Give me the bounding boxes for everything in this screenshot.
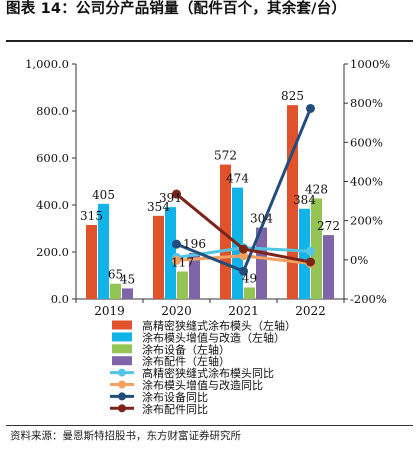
bar-4-2021 [256, 227, 267, 299]
line-point-6 [239, 251, 248, 261]
line-point-8 [306, 257, 315, 267]
data-label: 315 [80, 209, 103, 223]
data-label: 272 [317, 219, 340, 233]
legend-label: 高精密狭缝式涂布模头同比 [142, 366, 274, 380]
x-tick-label: 2020 [161, 304, 192, 318]
line-point-7 [239, 266, 248, 276]
bar-1-2019 [86, 224, 97, 299]
line-point-7 [306, 103, 315, 113]
legend-label: 涂布设备同比 [142, 390, 208, 404]
right-tick-label: 1000% [350, 57, 390, 71]
legend-swatch-marker [118, 392, 126, 401]
data-label: 391 [159, 191, 182, 205]
chart-title: 图表 14：公司分产品销量（配件百个，其余套/台） [6, 1, 347, 17]
data-label: 572 [214, 149, 237, 163]
bar-4-2022 [323, 235, 334, 299]
legend-label: 高精密狭缝式涂布模头（左轴） [142, 319, 296, 333]
right-tick-label: -200% [350, 292, 387, 306]
left-tick-label: 400.0 [36, 198, 69, 212]
data-label: 196 [183, 237, 206, 251]
left-tick-label: 200.0 [36, 245, 69, 259]
data-label: 65 [108, 268, 123, 282]
x-tick-label: 2021 [228, 304, 259, 318]
right-tick-label: 800% [350, 96, 383, 110]
bar-1-2021 [220, 164, 231, 299]
legend-label: 涂布设备（左轴） [142, 342, 230, 356]
data-label: 405 [92, 188, 115, 202]
data-label: 45 [120, 272, 135, 286]
legend-swatch-bar [112, 356, 132, 366]
right-tick-label: 200% [350, 214, 383, 228]
legend-swatch-marker [118, 380, 126, 389]
bar-3-2020 [177, 271, 188, 299]
left-tick-label: 800.0 [36, 104, 69, 118]
bar-1-2020 [153, 215, 164, 299]
right-tick-label: 600% [350, 135, 383, 149]
legend-swatch-marker [118, 368, 126, 377]
x-tick-label: 2019 [94, 304, 125, 318]
legend-label: 涂布配件（左轴） [142, 354, 230, 368]
data-label: 384 [293, 193, 316, 207]
left-tick-label: 600.0 [36, 151, 69, 165]
line-point-7 [172, 239, 181, 249]
bar-3-2019 [110, 283, 121, 299]
legend-swatch-marker [118, 404, 126, 413]
line-point-5 [306, 246, 315, 256]
bar-2-2019 [98, 203, 109, 299]
left-tick-label: 0.0 [51, 292, 69, 306]
source-rule [6, 425, 413, 426]
bar-3-2022 [311, 198, 322, 299]
legend-label: 涂布配件同比 [142, 402, 208, 416]
data-label: 117 [171, 256, 194, 270]
legend-swatch-bar [112, 332, 132, 342]
legend-swatch-bar [112, 320, 132, 330]
data-label: 474 [226, 172, 249, 186]
bar-1-2022 [287, 105, 298, 299]
line-point-6 [172, 255, 181, 265]
bar-4-2020 [189, 252, 200, 299]
data-label: 304 [250, 212, 273, 226]
line-point-8 [239, 244, 248, 254]
bar-4-2019 [122, 288, 133, 299]
data-label: 825 [281, 89, 304, 103]
line-point-8 [172, 189, 181, 199]
right-tick-label: 400% [350, 175, 383, 189]
left-tick-label: 1,000.0 [25, 57, 69, 71]
x-tick-label: 2022 [295, 304, 326, 318]
bar-2-2022 [299, 208, 310, 299]
legend-swatch-bar [112, 344, 132, 354]
source-note: 资料来源：曼恩斯特招股书，东方财富证券研究所 [10, 430, 241, 442]
legend-label: 涂布模头增值与改造同比 [142, 378, 263, 392]
data-label: 428 [305, 182, 328, 196]
title-rule [6, 40, 413, 42]
bar-2-2020 [165, 207, 176, 299]
legend-label: 涂布模头增值与改造（左轴） [142, 330, 285, 344]
right-tick-label: 0% [350, 253, 368, 267]
data-label: 49 [242, 271, 257, 285]
bar-3-2021 [244, 287, 255, 299]
data-label: 354 [147, 200, 170, 214]
